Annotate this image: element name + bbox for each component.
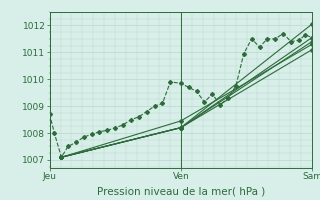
X-axis label: Pression niveau de la mer( hPa ): Pression niveau de la mer( hPa )	[97, 187, 265, 197]
